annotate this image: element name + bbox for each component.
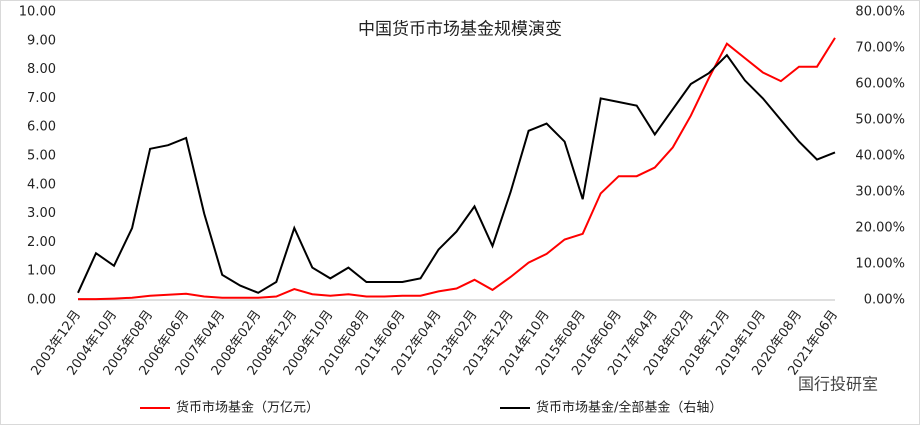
y-tick-label: 1.00: [27, 264, 56, 279]
chart-title: 中国货币市场基金规模演变: [358, 20, 562, 40]
y2-tick-label: 70.00%: [855, 41, 905, 56]
y-tick-label: 5.00: [27, 149, 56, 164]
y2-tick-label: 40.00%: [855, 149, 905, 164]
y2-tick-label: 20.00%: [855, 221, 905, 236]
y2-tick-label: 30.00%: [855, 185, 905, 200]
y2-tick-label: 50.00%: [855, 113, 905, 128]
series-line: [78, 37, 836, 301]
y-tick-label: 4.00: [27, 177, 56, 192]
legend-label: 货币市场基金/全部基金（右轴）: [536, 400, 722, 416]
y-tick-label: 3.00: [27, 206, 56, 221]
y-tick-label: 6.00: [27, 120, 56, 135]
y2-tick-label: 80.00%: [855, 5, 905, 20]
y2-tick-label: 0.00%: [864, 293, 905, 308]
legend-label: 货币市场基金（万亿元）: [176, 400, 319, 416]
y-tick-label: 2.00: [27, 235, 56, 250]
series-line: [77, 53, 836, 294]
y-tick-label: 9.00: [27, 33, 56, 48]
y2-tick-label: 10.00%: [855, 257, 905, 272]
watermark: 国行投研室: [798, 375, 878, 394]
y-tick-label: 8.00: [27, 62, 56, 77]
y-tick-label: 10.00: [19, 5, 56, 20]
y-tick-label: 7.00: [27, 91, 56, 106]
y-tick-label: 0.00: [27, 293, 56, 308]
y2-tick-label: 60.00%: [855, 77, 905, 92]
